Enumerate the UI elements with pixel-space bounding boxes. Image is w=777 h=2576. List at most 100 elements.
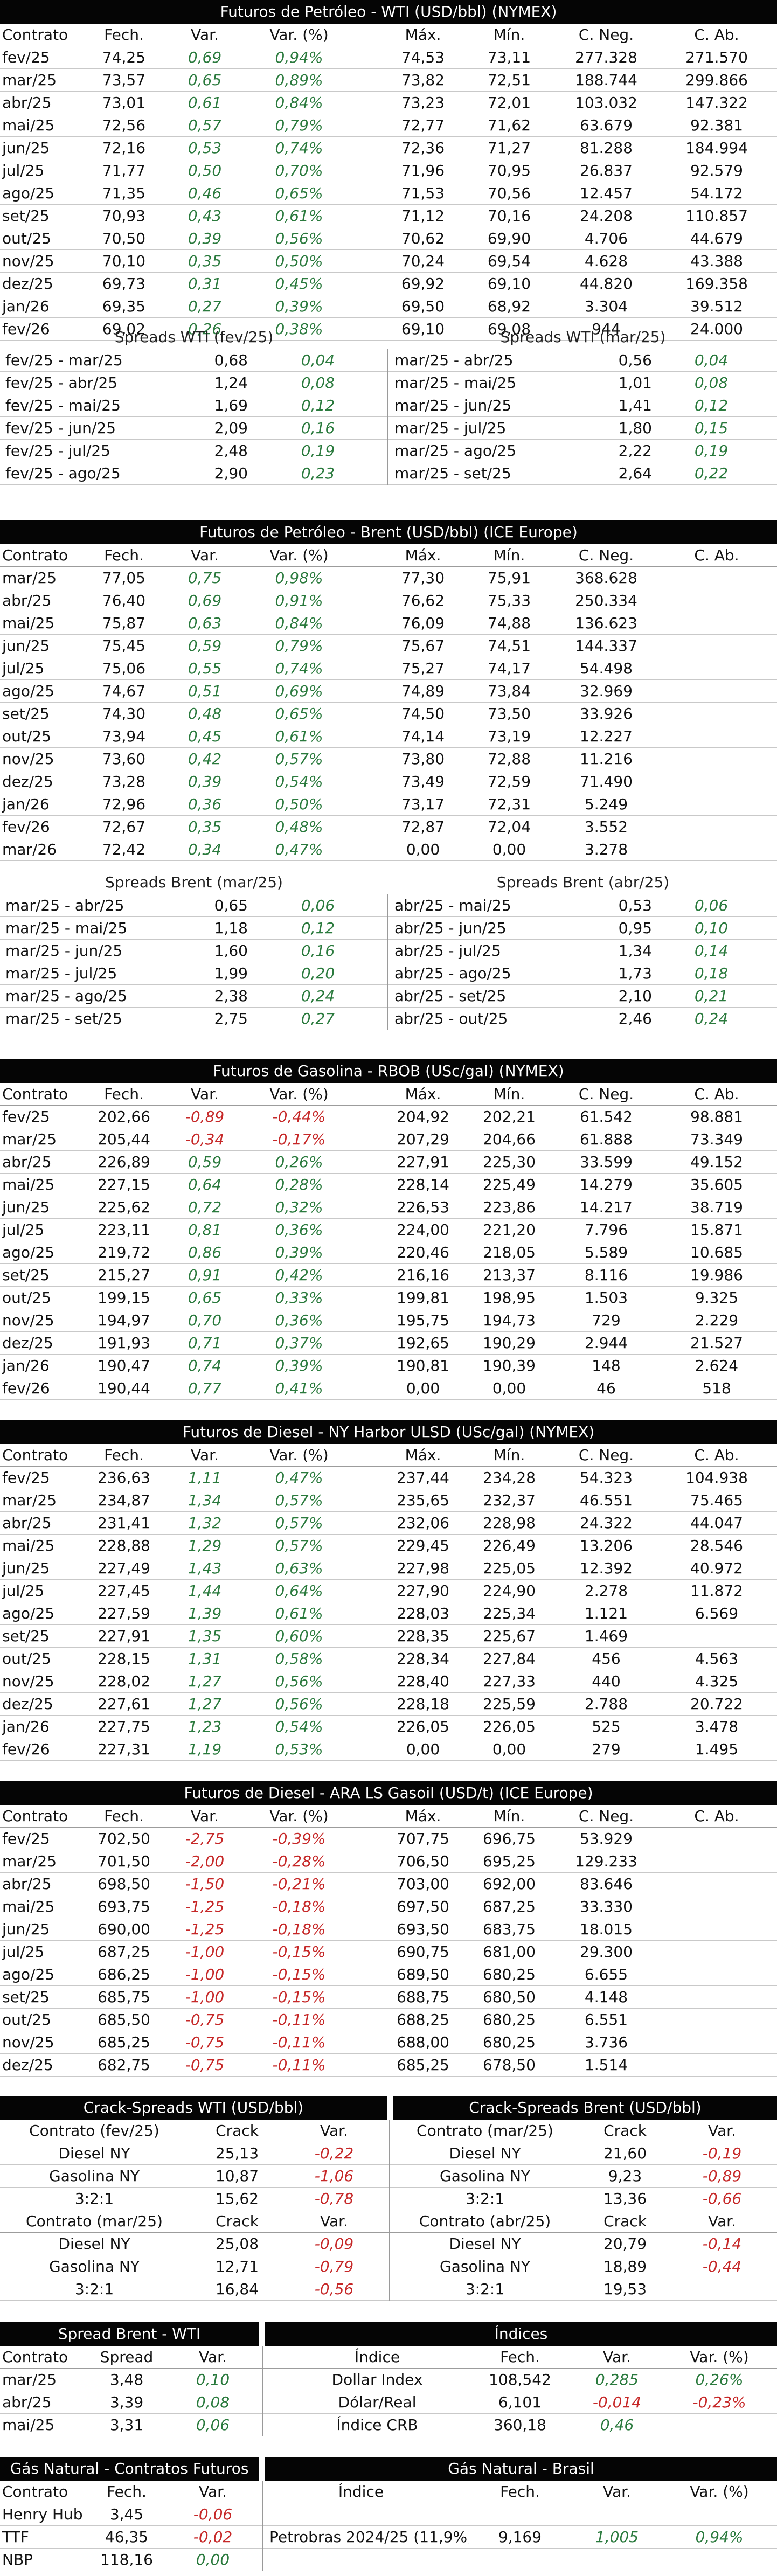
wti-spread-value: 1,69 [214,397,248,414]
brent-cell-change-pct: 0,74% [275,659,323,677]
rbob-cell-change-pct: 0,42% [275,1266,323,1284]
brent-cell-contract: mar/25 [2,569,57,587]
gas-row: TTF 46,35 -0,02 Petrobras 2024/25 (11,9%) 9,… [0,2526,777,2549]
rbob-cell-high: 226,53 [397,1198,449,1216]
ulsd-cell-close: 227,59 [98,1605,150,1622]
brent-cell-contract: out/25 [2,727,51,745]
rbob-cell-change-pct: 0,37% [275,1334,323,1352]
ulsd-cell-change: 1,35 [188,1627,222,1645]
gasoil-cell-volume: 6.551 [584,2011,628,2029]
gasoil-header-change: Var. [191,1807,219,1825]
gas-change: -0,02 [193,2528,233,2546]
rbob-title: Futuros de Gasolina - RBOB (USc/gal) (NY… [0,1059,777,1083]
wti-cell-close: 69,73 [102,275,146,293]
ulsd-cell-volume: 456 [592,1650,621,1668]
rbob-row: nov/25 194,97 0,70 0,36% 195,75 194,73 729 2.22… [0,1309,777,1332]
crack-contract-label: Contrato (fev/25) [29,2122,159,2140]
wti-spread-value: 0,68 [214,351,248,369]
gas-row: NBP 118,16 0,00 [0,2549,777,2571]
gasoil-cell-contract: dez/25 [2,2056,53,2074]
gasoil-cell-high: 689,50 [397,1966,449,1983]
rbob-cell-volume: 2.944 [584,1334,628,1352]
brent-spread-row: mar/25 - jul/25 1,99 0,20 abr/25 - ago/25 1,… [0,962,777,985]
wti-cell-change-pct: 0,38% [275,320,323,338]
wti-row: jun/25 72,16 0,53 0,74% 72,36 71,27 81.288 184.… [0,137,777,159]
gasoil-cell-change: -0,75 [185,2056,225,2074]
gasoil-cell-change: -1,00 [185,1943,225,1961]
brent-cell-high: 72,87 [401,818,445,836]
brent-cell-change: 0,51 [188,682,222,700]
rbob-cell-contract: fev/25 [2,1108,50,1126]
crack-product: Gasolina NY [440,2167,530,2185]
wti-cell-open-interest: 147.322 [685,94,748,112]
wti-row: ago/25 71,35 0,46 0,65% 71,53 70,56 12.457 54.1… [0,182,777,205]
ulsd-cell-open-interest: 4.563 [695,1650,739,1668]
brent-cell-volume: 11.216 [580,750,633,768]
wti-cell-open-interest: 271.570 [685,48,748,66]
ulsd-cell-volume: 1.469 [584,1627,628,1645]
ulsd-cell-close: 236,63 [98,1469,150,1487]
wti-cell-contract: mar/25 [2,71,57,89]
ulsd-cell-contract: out/25 [2,1650,51,1668]
gasoil-cell-low: 692,00 [483,1875,536,1893]
brent-spread-change: 0,18 [694,964,729,982]
ulsd-cell-low: 227,33 [483,1672,536,1690]
rbob-cell-low: 213,37 [483,1266,536,1284]
gasoil-cell-change-pct: -0,21% [272,1875,326,1893]
spread-bw-header-spread: Spread [100,2348,154,2366]
brent-cell-contract: mai/25 [2,614,55,632]
ulsd-cell-contract: mai/25 [2,1537,55,1554]
brent-header-change-pct: Var. (%) [269,546,329,564]
ulsd-cell-low: 228,98 [483,1514,536,1532]
ulsd-cell-contract: jul/25 [2,1582,45,1600]
gas-futures-title: Gás Natural - Contratos Futuros [0,2457,259,2481]
wti-row: jul/25 71,77 0,50 0,70% 71,96 70,95 26.837 92.5… [0,159,777,182]
gasoil-cell-open-interest [665,1850,768,1872]
ulsd-row: nov/25 228,02 1,27 0,56% 228,40 227,33 440 4.32… [0,1670,777,1693]
wti-cell-change-pct: 0,79% [275,116,323,134]
ulsd-cell-change-pct: 0,53% [275,1740,323,1758]
gasoil-cell-change-pct: -0,18% [272,1898,326,1915]
brent-cell-change-pct: 0,65% [275,705,323,723]
rbob-cell-volume: 8.116 [584,1266,628,1284]
wti-cell-open-interest: 54.172 [690,184,743,202]
gasoil-header-close: Fech. [104,1807,144,1825]
ulsd-cell-close: 228,88 [98,1537,150,1554]
wti-cell-high: 74,53 [401,48,445,66]
crack-col-label: Crack [216,2122,259,2140]
ulsd-header-contract: Contrato [2,1446,68,1464]
ulsd-cell-high: 228,35 [397,1627,449,1645]
wti-cell-volume: 188.744 [575,71,637,89]
gas-brasil-title: Gás Natural - Brasil [265,2457,777,2481]
wti-row: nov/25 70,10 0,35 0,50% 70,24 69,54 4.628 43.38… [0,250,777,273]
rbob-cell-high: 228,14 [397,1176,449,1193]
gasoil-section: Futuros de Diesel - ARA LS Gasoil (USD/t… [0,1781,777,2077]
brent-header-high: Máx. [405,546,441,564]
gas-brasil-header-close: Fech. [500,2483,540,2501]
gasoil-cell-change: -2,00 [185,1852,225,1870]
brent-cell-change: 0,69 [188,592,222,609]
gasoil-cell-open-interest [665,1941,768,1963]
brent-cell-high: 74,14 [401,727,445,745]
wti-spread-pair: mar/25 - jun/25 [394,397,512,414]
wti-spread-value: 1,41 [618,397,652,414]
rbob-cell-close: 191,93 [98,1334,150,1352]
gasoil-cell-high: 688,25 [397,2011,449,2029]
gasoil-header-high: Máx. [405,1807,441,1825]
wti-cell-high: 73,82 [401,71,445,89]
rbob-cell-change: 0,65 [188,1289,222,1307]
ulsd-cell-open-interest: 44.047 [690,1514,743,1532]
ulsd-cell-change: 1,39 [188,1605,222,1622]
ulsd-cell-volume: 525 [592,1718,621,1735]
gasoil-cell-change: -1,25 [185,1898,225,1915]
gasoil-cell-low: 680,50 [483,1988,536,2006]
brent-cell-change: 0,39 [188,773,222,790]
rbob-cell-contract: jul/25 [2,1221,45,1239]
wti-cell-low: 69,08 [487,320,531,338]
wti-cell-change-pct: 0,50% [275,252,323,270]
gasoil-cell-high: 706,50 [397,1852,449,1870]
gasoil-cell-change: -1,50 [185,1875,225,1893]
rbob-cell-change: 0,59 [188,1153,222,1171]
ulsd-cell-high: 232,06 [397,1514,449,1532]
gasoil-cell-contract: mai/25 [2,1898,55,1915]
